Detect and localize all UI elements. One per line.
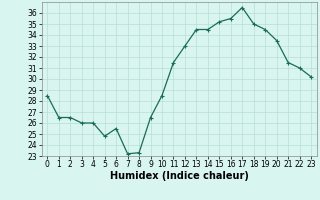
X-axis label: Humidex (Indice chaleur): Humidex (Indice chaleur) [110,171,249,181]
